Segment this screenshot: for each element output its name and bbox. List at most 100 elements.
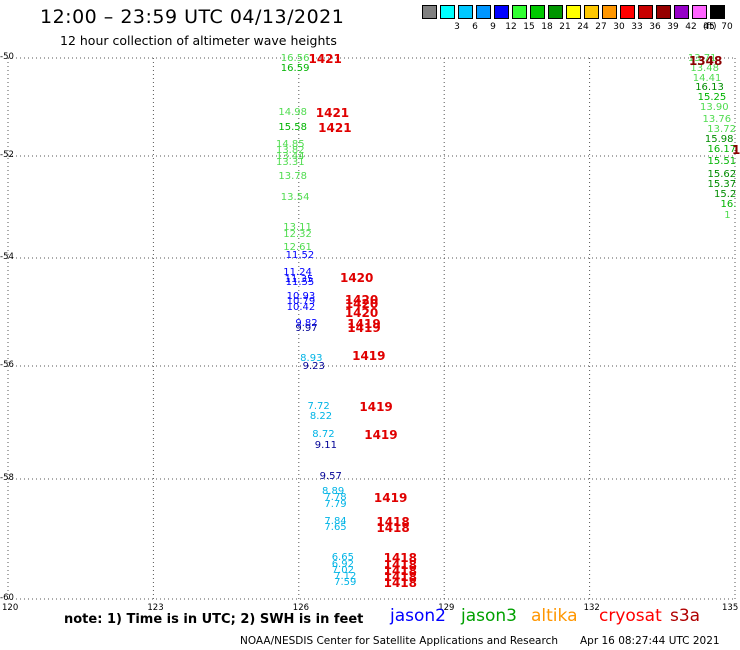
scale-tick-label: 33 <box>631 22 643 32</box>
swh-value: 13.44 <box>275 151 305 162</box>
swh-value: 13.54 <box>280 191 310 203</box>
swh-value: 1 <box>724 209 731 221</box>
lat-tick-label: -60 <box>0 593 14 603</box>
scale-swatch <box>476 5 491 19</box>
swh-value: 7.59 <box>334 577 357 589</box>
scale-tick-label: 24 <box>577 22 589 32</box>
map-subtitle: 12 hour collection of altimeter wave hei… <box>60 33 337 48</box>
swh-value: 15.98 <box>704 133 734 145</box>
swh-value: 7.02 <box>331 565 354 577</box>
swh-value: 15.58 <box>278 121 308 133</box>
swh-value: 7.65 <box>324 522 347 533</box>
swh-value: 16.56 <box>280 53 310 64</box>
swh-value: 11.55 <box>285 277 315 289</box>
pass-time-label: 1418 <box>383 576 418 591</box>
generated-timestamp: Apr 16 08:27:44 UTC 2021 <box>580 635 720 647</box>
pass-time-label: 1419 <box>347 321 381 336</box>
scale-tick-label: 6 <box>472 22 478 32</box>
swh-value: 10.93 <box>286 290 316 302</box>
swh-value: 13.78 <box>278 171 308 183</box>
swh-value: 15.37 <box>707 179 737 191</box>
pass-time-label: 1419 <box>347 316 381 331</box>
scale-swatch <box>692 5 707 19</box>
pass-time-label: 1418 <box>383 551 418 565</box>
swh-value: 7.79 <box>324 499 347 511</box>
scale-swatch <box>620 5 635 19</box>
swh-value: 8.89 <box>321 486 345 497</box>
satellite-legend-cryosat: cryosat <box>599 606 662 626</box>
pass-time-label: 1419 <box>352 349 386 364</box>
scale-swatch <box>422 5 437 19</box>
swh-value: 14.85 <box>275 138 305 150</box>
swh-value: 13.76 <box>702 114 732 126</box>
scale-swatch <box>512 5 527 19</box>
swh-value: 9.82 <box>295 317 318 329</box>
swh-value: 12.32 <box>283 229 312 241</box>
lon-tick-label: 132 <box>583 603 600 613</box>
scale-tick-label: 39 <box>667 22 679 32</box>
swh-value: 16.13 <box>695 82 724 94</box>
swh-value: 8.72 <box>312 428 335 440</box>
lat-tick-label: -56 <box>0 360 14 370</box>
swh-value: 15.25 <box>697 92 727 104</box>
pass-time-label: 1419 <box>359 399 393 414</box>
lon-tick-label: 135 <box>722 603 739 613</box>
scale-unit-label: (ft) <box>703 22 717 32</box>
pass-time-label: 1419 <box>364 427 398 442</box>
lon-tick-label: 126 <box>292 603 310 613</box>
swh-value: 13.82 <box>275 145 305 157</box>
swh-value: 16.59 <box>280 62 310 74</box>
swh-value: 13.72 <box>707 124 736 136</box>
pass-time-label: 1419 <box>373 491 408 505</box>
pass-time-label: 1420 <box>344 296 379 311</box>
pass-time-label: 1420 <box>339 270 374 285</box>
swh-value: 14.98 <box>278 106 308 118</box>
scale-swatch <box>710 5 725 19</box>
swh-value: 11.52 <box>285 250 315 262</box>
scale-swatch <box>548 5 563 19</box>
lon-tick-label: 123 <box>147 603 164 613</box>
swh-value: 13.11 <box>283 222 312 234</box>
scale-tick-label: 3 <box>454 22 460 32</box>
lat-tick-label: -54 <box>0 252 14 262</box>
swh-value: 13.71 <box>687 53 717 64</box>
lon-tick-label: 129 <box>438 603 455 613</box>
scale-swatch <box>656 5 671 19</box>
swh-value: 7.12 <box>334 571 357 583</box>
scale-tick-label: 12 <box>505 22 517 32</box>
swh-value: 6.92 <box>331 559 354 571</box>
swh-value: 13.31 <box>275 157 305 169</box>
lat-tick-label: -58 <box>0 473 14 483</box>
pass-time-label: 1420 <box>344 292 379 307</box>
pass-time-label: 1 <box>732 142 740 157</box>
swh-value: 15.2 <box>714 189 737 201</box>
swh-value: 11.24 <box>283 266 312 278</box>
lat-tick-label: -50 <box>0 52 14 62</box>
swh-value: 15.62 <box>707 168 737 180</box>
scale-tick-label: 45 <box>703 22 715 32</box>
satellite-legend-jason3: jason3 <box>461 606 517 626</box>
swh-value: 8.93 <box>300 352 323 364</box>
scale-swatch <box>458 5 473 19</box>
scale-tick-label: 30 <box>613 22 625 32</box>
scale-tick-label: 21 <box>559 22 571 32</box>
satellite-legend-jason2: jason2 <box>390 606 446 626</box>
swh-value: 12.61 <box>283 241 312 253</box>
swh-value: 10.79 <box>286 296 316 308</box>
scale-swatch <box>566 5 581 19</box>
scale-swatch <box>638 5 653 19</box>
swh-value: 16. <box>720 199 737 211</box>
swh-value: 9.57 <box>319 471 342 483</box>
swh-value: 13.90 <box>700 102 729 113</box>
scale-tick-label: 42 <box>685 22 697 32</box>
scale-swatch <box>602 5 617 19</box>
swh-value: 11.35 <box>284 273 314 285</box>
swh-value: 7.78 <box>324 492 347 503</box>
pass-time-label: 1418 <box>376 521 410 535</box>
satellite-legend-s3a: s3a <box>670 606 701 626</box>
swh-value: 15.51 <box>707 156 737 168</box>
swh-value: 6.65 <box>331 552 354 563</box>
lon-tick-label: 120 <box>2 603 19 613</box>
scale-swatch <box>494 5 509 19</box>
swh-value: 13.48 <box>690 62 719 74</box>
